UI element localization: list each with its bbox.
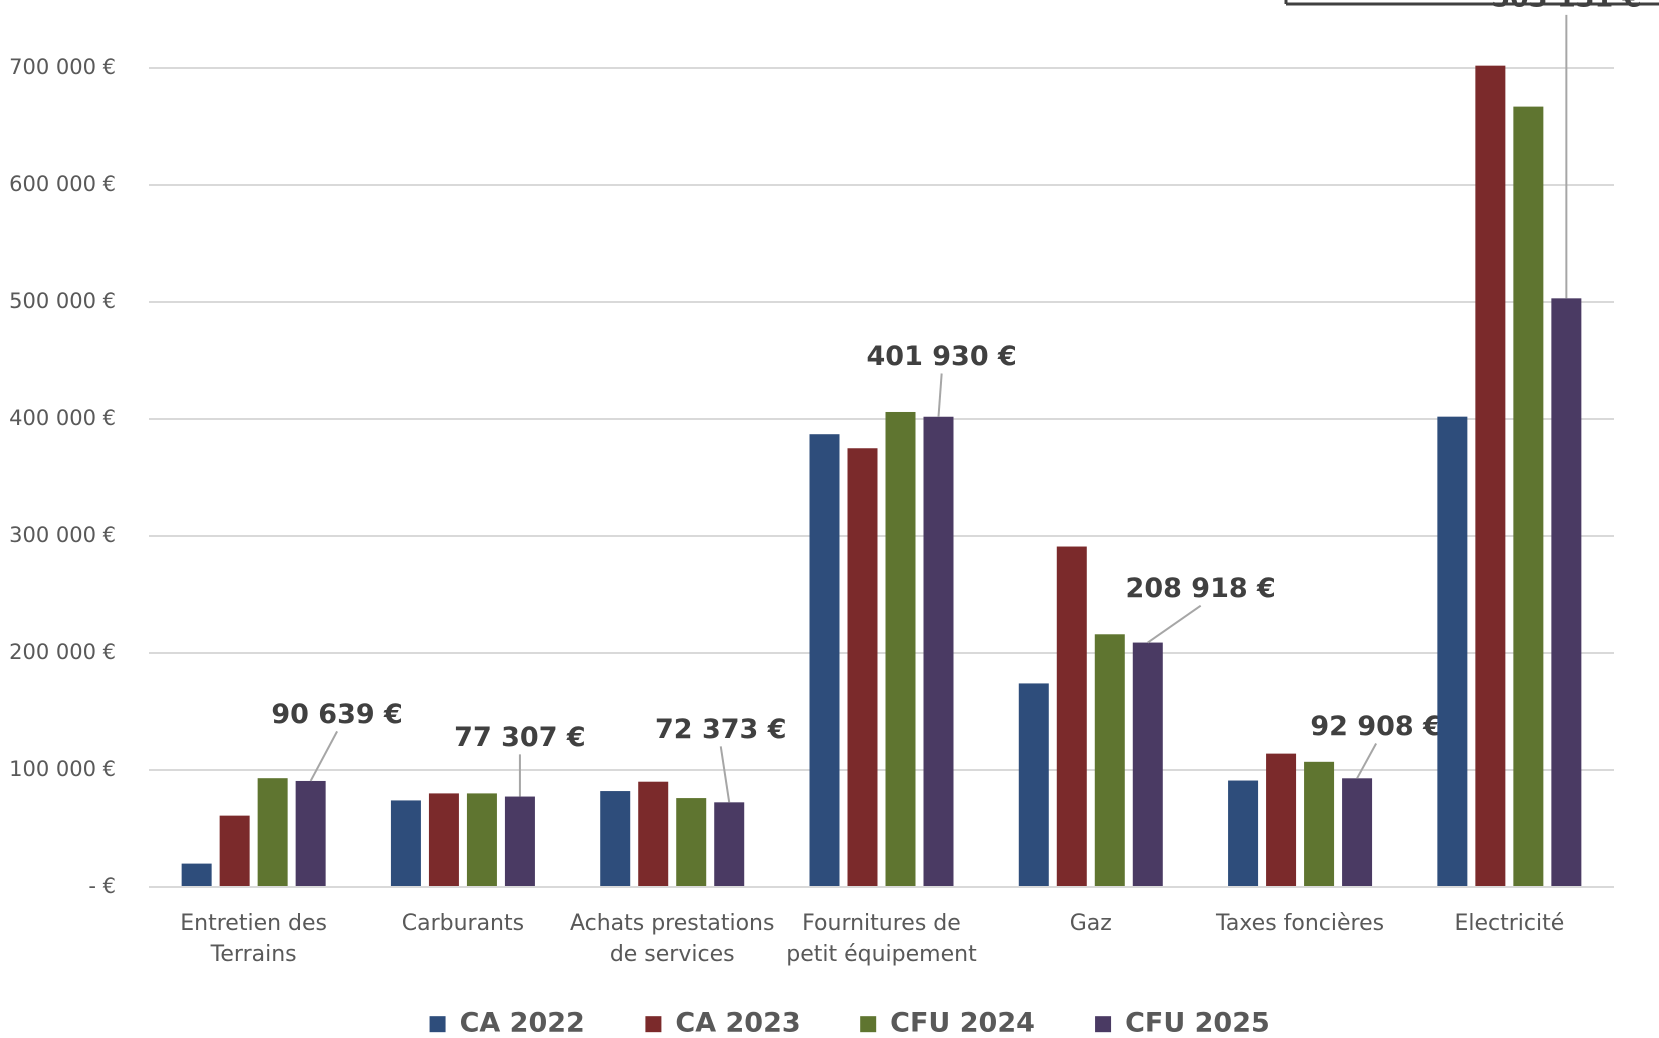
bar [1228, 780, 1259, 887]
data-label: 208 918 € [1126, 573, 1276, 604]
bar [1475, 65, 1506, 887]
data-label: 90 639 € [271, 699, 403, 730]
data-label: 72 373 € [655, 714, 787, 745]
bar [428, 793, 459, 887]
x-tick-label: Achats prestations de services [569, 911, 775, 967]
bar [600, 791, 631, 887]
bar [1342, 778, 1373, 887]
bar [1056, 546, 1087, 887]
y-tick-label: 200 000 € [9, 640, 116, 664]
x-tick-label: Electricité [1454, 911, 1565, 936]
leader-line [1147, 604, 1202, 644]
y-tick-label: 600 000 € [9, 172, 116, 196]
data-label: 77 307 € [454, 722, 586, 753]
bar [1513, 106, 1544, 888]
x-tick-label: Carburants [401, 911, 525, 936]
bar [295, 780, 326, 887]
y-tick-label: - € [88, 874, 116, 898]
legend-label: CFU 2025 [1125, 1008, 1270, 1038]
bar [638, 781, 669, 887]
bar [676, 798, 707, 887]
bar [1018, 683, 1049, 887]
leader-line [309, 730, 338, 782]
bar [923, 416, 954, 887]
leader-line [719, 746, 731, 803]
bar [466, 793, 497, 887]
x-tick-label: Gaz [1069, 911, 1112, 936]
y-tick-label: 500 000 € [9, 289, 116, 313]
legend-label: CA 2022 [460, 1008, 585, 1038]
bar [390, 800, 421, 887]
legend-label: CFU 2024 [890, 1008, 1035, 1038]
y-tick-label: 100 000 € [9, 757, 116, 781]
data-label: 92 908 € [1310, 711, 1442, 742]
bar [885, 411, 916, 887]
bar [219, 815, 250, 887]
data-label: 401 930 € [867, 341, 1017, 372]
x-tick-label: Fournitures de petit équipement [786, 911, 977, 967]
bar [1094, 634, 1125, 887]
legend-swatch [429, 1016, 446, 1033]
bar [714, 802, 745, 887]
bar [847, 448, 878, 887]
bar [257, 778, 288, 887]
leader-line [937, 373, 943, 417]
leader-line [1356, 743, 1377, 779]
bar [809, 434, 840, 887]
bar [1304, 761, 1335, 887]
y-tick-label: 300 000 € [9, 523, 116, 547]
x-tick-label: Entretien des Terrains [180, 911, 328, 967]
bar [1551, 298, 1582, 887]
bar [181, 863, 212, 887]
x-tick-label: Taxes foncières [1216, 911, 1385, 936]
frame-fragment [1284, 0, 1659, 6]
bar [504, 796, 535, 887]
legend-label: CA 2023 [675, 1008, 800, 1038]
y-tick-label: 400 000 € [9, 406, 116, 430]
bar [1437, 416, 1468, 887]
data-label: 503 131 € [1491, 0, 1641, 13]
legend-swatch [645, 1016, 662, 1033]
legend-swatch [860, 1016, 877, 1033]
bar [1266, 753, 1297, 887]
y-tick-label: 700 000 € [9, 55, 116, 79]
legend-swatch [1095, 1016, 1112, 1033]
bar [1132, 642, 1163, 887]
